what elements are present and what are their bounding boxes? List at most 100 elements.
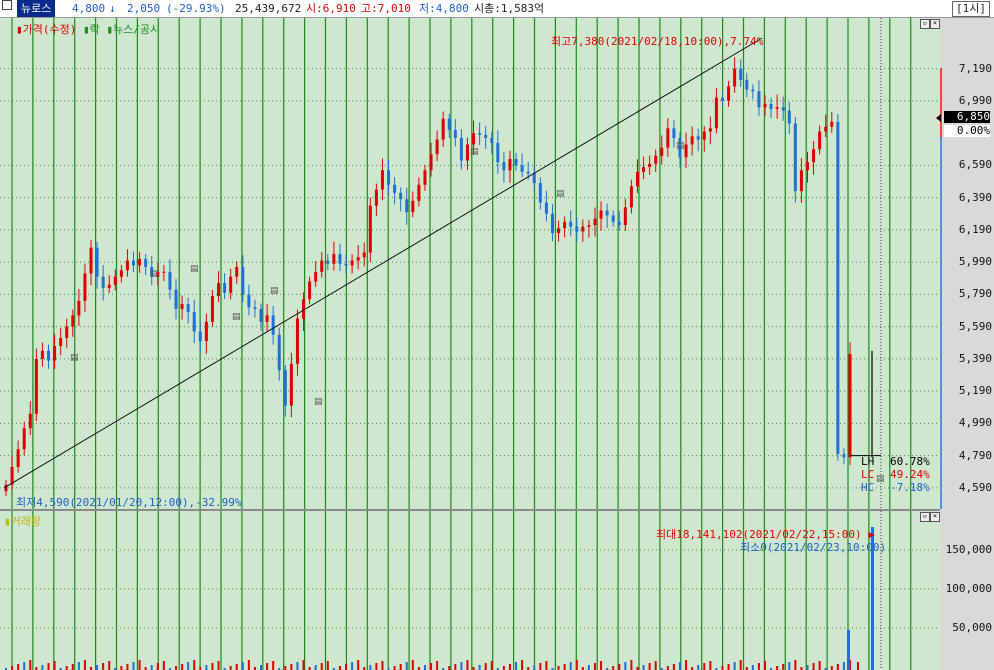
- volume-chart-pane[interactable]: ▮거래량 최대18,141,102(2021/02/22,15:00) ▶ 최소…: [0, 511, 940, 670]
- candle-body: [113, 276, 117, 285]
- close-pane-icon[interactable]: ×: [930, 19, 940, 29]
- volume-bar: [405, 662, 408, 670]
- candle-body: [696, 136, 700, 140]
- price-chart-pane[interactable]: ▤ ▤ ▤ ▤ ▤ ▤ ▤ ▤ ▤ ▤ ▮가격(수정) ▮락 ▮뉴스/공시 최고7,380(202…: [0, 18, 940, 509]
- volume-bar: [847, 630, 850, 670]
- volume-bar: [223, 668, 226, 670]
- candle-body: [235, 267, 239, 277]
- market-cap: 시총:1,583억: [474, 2, 545, 15]
- candle-body: [271, 315, 275, 335]
- high-price: 고:7,010: [361, 2, 411, 15]
- low-price: 저:4,800: [419, 2, 469, 15]
- candle-body: [107, 284, 111, 288]
- volume-bar: [187, 662, 190, 670]
- close-pane-icon[interactable]: ×: [930, 512, 940, 522]
- volume-bar: [375, 663, 378, 670]
- price-axis-label: 6,190: [958, 222, 992, 236]
- volume-bar: [715, 668, 718, 670]
- volume-bar: [551, 668, 554, 670]
- volume-bar: [770, 668, 773, 670]
- volume-bar: [17, 664, 20, 670]
- candle-body: [28, 413, 32, 429]
- candle-body: [629, 186, 633, 208]
- lc-value: 49.24%: [890, 468, 930, 481]
- minimize-pane-icon[interactable]: ▫: [920, 19, 930, 29]
- volume-bar: [345, 664, 348, 670]
- volume-bar: [411, 660, 414, 670]
- candle-body: [599, 210, 603, 219]
- news-marker-icon: ▤: [150, 269, 159, 279]
- volume-bar: [521, 660, 524, 670]
- price-chart[interactable]: ▤ ▤ ▤ ▤ ▤ ▤ ▤ ▤ ▤ ▤: [0, 18, 940, 509]
- candle-body: [174, 289, 178, 309]
- volume-bar: [235, 664, 238, 670]
- volume-bar: [181, 664, 184, 670]
- volume-bar: [703, 663, 706, 670]
- candle-body: [83, 273, 87, 301]
- candle-body: [241, 267, 245, 295]
- candle-body: [720, 97, 724, 101]
- candle-body: [40, 350, 44, 359]
- candle-body: [356, 257, 360, 261]
- candle-body: [59, 337, 63, 347]
- volume-bar: [326, 661, 329, 670]
- candle-body: [253, 307, 257, 309]
- volume-bar: [338, 666, 341, 670]
- price-axis-label: 4,790: [958, 448, 992, 462]
- current-price-pct: 0.00%: [944, 125, 990, 137]
- volume-bar: [332, 668, 335, 670]
- legend-rak: 락: [89, 23, 100, 36]
- volume-bar: [587, 665, 590, 670]
- timeframe-button[interactable]: [1시]: [952, 1, 990, 17]
- volume-bar: [290, 664, 293, 670]
- value-axis[interactable]: 7,190 6,990 6,590 6,390 6,190 5,990 5,790 5,590…: [936, 18, 994, 670]
- candle-body: [593, 218, 597, 226]
- volume-bar: [83, 660, 86, 670]
- volume-bar: [278, 668, 281, 670]
- volume-bar: [168, 668, 171, 670]
- news-marker-icon: ▤: [232, 312, 241, 322]
- min-volume-annotation: 최소0(2021/02/23,10:00): [740, 541, 887, 554]
- volume-bar: [399, 664, 402, 670]
- candle-body: [714, 97, 718, 129]
- candle-body: [399, 192, 403, 200]
- candle-body: [848, 354, 852, 458]
- price-axis-label: 6,590: [958, 158, 992, 172]
- volume-bar: [417, 667, 420, 670]
- volume-bar: [193, 660, 196, 670]
- pane-divider[interactable]: [0, 509, 994, 511]
- volume-bar: [836, 664, 839, 670]
- select-checkbox[interactable]: [2, 0, 12, 10]
- candle-body: [204, 321, 208, 342]
- candle-body: [678, 137, 682, 158]
- candle-body: [478, 133, 482, 135]
- minimize-pane-icon[interactable]: ▫: [920, 512, 930, 522]
- news-marker-icon: ▤: [470, 147, 479, 157]
- candle-body: [642, 167, 646, 172]
- volume-legend: ▮거래량: [4, 515, 41, 528]
- legend-price: 가격(수정): [22, 23, 77, 36]
- volume-bar: [96, 665, 99, 670]
- candle-body: [514, 158, 518, 166]
- candle-body: [526, 171, 530, 174]
- volume-bar: [229, 666, 232, 670]
- volume-bar: [308, 667, 311, 670]
- volume-chart[interactable]: [0, 511, 940, 670]
- candle-body: [16, 449, 20, 467]
- lc-label: LC: [861, 468, 875, 481]
- volume-bar: [733, 662, 736, 670]
- volume-bar: [502, 666, 505, 670]
- stock-name[interactable]: 뉴로스: [17, 0, 56, 17]
- candle-body: [465, 144, 469, 161]
- candle-body: [787, 110, 791, 124]
- candle-body: [192, 312, 196, 332]
- candle-body: [763, 104, 767, 108]
- candle-body: [156, 271, 160, 277]
- candle-body: [295, 318, 299, 364]
- candle-body: [47, 350, 51, 361]
- news-marker-icon: ▤: [556, 189, 565, 199]
- volume-bar: [59, 668, 62, 670]
- candle-body: [417, 184, 421, 201]
- candle-body: [89, 247, 93, 274]
- candle-body: [332, 254, 336, 264]
